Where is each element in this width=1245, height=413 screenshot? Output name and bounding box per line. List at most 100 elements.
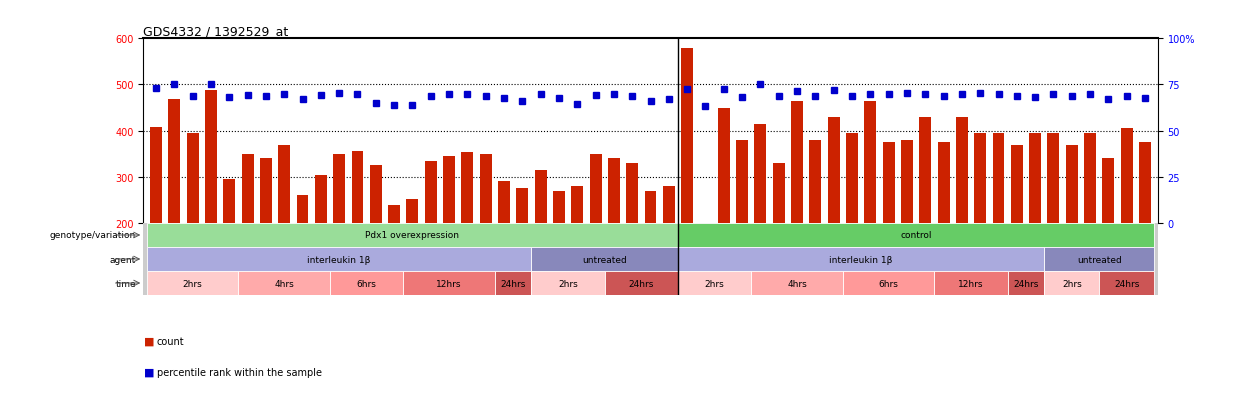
Text: 2hrs: 2hrs [558, 279, 578, 288]
Bar [1102, 159, 1114, 223]
Bar [605, 271, 679, 295]
Text: 12hrs: 12hrs [959, 279, 984, 288]
Text: Pdx1 overexpression: Pdx1 overexpression [366, 231, 459, 240]
Bar [388, 205, 400, 223]
Bar [679, 247, 1045, 271]
Bar [334, 154, 345, 223]
Bar [403, 271, 494, 295]
Text: ■: ■ [144, 367, 154, 377]
Bar [1011, 145, 1023, 223]
Bar [494, 271, 532, 295]
Bar [147, 247, 532, 271]
Bar [187, 134, 199, 223]
Bar [681, 48, 693, 223]
Bar [205, 91, 217, 223]
Bar [1099, 271, 1154, 295]
Text: 24hrs: 24hrs [1114, 279, 1139, 288]
Bar [1066, 145, 1078, 223]
Text: 24hrs: 24hrs [500, 279, 525, 288]
Bar [1030, 134, 1041, 223]
Bar [315, 175, 326, 223]
Bar [498, 182, 510, 223]
Bar [370, 166, 382, 223]
Bar [645, 191, 656, 223]
Bar [736, 140, 748, 223]
Bar [223, 180, 235, 223]
Text: percentile rank within the sample: percentile rank within the sample [157, 367, 322, 377]
Text: 2hrs: 2hrs [183, 279, 203, 288]
Bar [992, 134, 1005, 223]
Bar [147, 271, 238, 295]
Bar [847, 134, 858, 223]
Text: agent: agent [110, 255, 136, 264]
Text: 4hrs: 4hrs [787, 279, 807, 288]
Bar [937, 143, 950, 223]
Text: control: control [900, 231, 931, 240]
Bar [809, 140, 822, 223]
Bar [751, 271, 843, 295]
Text: 4hrs: 4hrs [274, 279, 294, 288]
Bar [608, 159, 620, 223]
Bar [956, 118, 967, 223]
Bar [351, 152, 364, 223]
Bar [1047, 134, 1059, 223]
Bar [1120, 129, 1133, 223]
Bar [1139, 143, 1150, 223]
Bar [532, 247, 679, 271]
Bar [590, 154, 601, 223]
Bar [296, 196, 309, 223]
Bar [843, 271, 935, 295]
Text: time: time [116, 279, 136, 288]
Bar [773, 164, 784, 223]
Bar [901, 140, 913, 223]
Bar [662, 187, 675, 223]
Bar [278, 145, 290, 223]
Bar [1007, 271, 1045, 295]
Bar [425, 161, 437, 223]
Bar [791, 102, 803, 223]
Bar [479, 154, 492, 223]
Bar [462, 153, 473, 223]
Bar [626, 164, 639, 223]
Text: 6hrs: 6hrs [879, 279, 899, 288]
Bar [151, 128, 162, 223]
Bar [935, 271, 1007, 295]
Bar [147, 223, 679, 247]
Text: 2hrs: 2hrs [1062, 279, 1082, 288]
Text: untreated: untreated [583, 255, 627, 264]
Bar [679, 223, 1154, 247]
Text: genotype/variation: genotype/variation [50, 231, 136, 240]
Text: 12hrs: 12hrs [436, 279, 462, 288]
Bar [718, 108, 730, 223]
Bar [406, 199, 418, 223]
Bar [1084, 134, 1096, 223]
Text: GDS4332 / 1392529_at: GDS4332 / 1392529_at [143, 25, 289, 38]
Bar [1045, 271, 1099, 295]
Bar [864, 102, 876, 223]
Text: interleukin 1β: interleukin 1β [829, 255, 893, 264]
Text: 24hrs: 24hrs [1013, 279, 1038, 288]
Bar [260, 159, 271, 223]
Bar [168, 100, 181, 223]
Bar [553, 191, 565, 223]
Text: 6hrs: 6hrs [356, 279, 376, 288]
Text: 24hrs: 24hrs [629, 279, 654, 288]
Bar [828, 118, 839, 223]
Text: ■: ■ [144, 336, 154, 346]
Bar [679, 271, 751, 295]
Bar [517, 189, 528, 223]
Bar [919, 118, 931, 223]
Text: count: count [157, 336, 184, 346]
Text: interleukin 1β: interleukin 1β [308, 255, 371, 264]
Bar [975, 134, 986, 223]
Text: 2hrs: 2hrs [705, 279, 725, 288]
Bar [330, 271, 403, 295]
Bar [571, 187, 583, 223]
Text: untreated: untreated [1077, 255, 1122, 264]
Bar [238, 271, 330, 295]
Bar [1045, 247, 1154, 271]
Bar [532, 271, 605, 295]
Bar [443, 157, 454, 223]
Bar [534, 171, 547, 223]
Bar [883, 143, 895, 223]
